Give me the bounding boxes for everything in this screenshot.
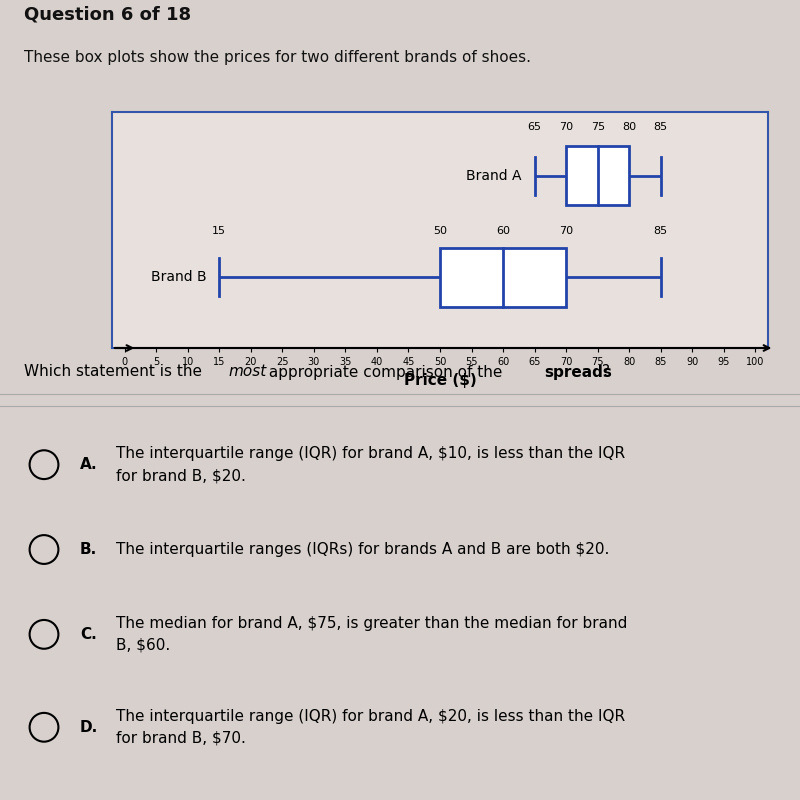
Bar — [566, 146, 630, 206]
Bar — [440, 248, 566, 306]
Text: D.: D. — [80, 720, 98, 734]
Text: for brand B, $20.: for brand B, $20. — [116, 468, 246, 483]
Text: for brand B, $70.: for brand B, $70. — [116, 731, 246, 746]
Text: spreads: spreads — [544, 365, 612, 379]
Text: most: most — [228, 365, 266, 379]
Text: Brand B: Brand B — [151, 270, 206, 284]
Text: appropriate comparison of the: appropriate comparison of the — [264, 365, 507, 379]
Text: The interquartile ranges (IQRs) for brands A and B are both $20.: The interquartile ranges (IQRs) for bran… — [116, 542, 610, 557]
Text: 70: 70 — [559, 122, 574, 132]
Text: 85: 85 — [654, 226, 668, 236]
Text: 70: 70 — [559, 226, 574, 236]
Text: The median for brand A, $75, is greater than the median for brand: The median for brand A, $75, is greater … — [116, 616, 627, 630]
Text: 15: 15 — [212, 226, 226, 236]
Text: The interquartile range (IQR) for brand A, $10, is less than the IQR: The interquartile range (IQR) for brand … — [116, 446, 625, 461]
Text: 85: 85 — [654, 122, 668, 132]
Text: 80: 80 — [622, 122, 636, 132]
Text: B, $60.: B, $60. — [116, 638, 170, 653]
Text: 60: 60 — [496, 226, 510, 236]
Text: B.: B. — [80, 542, 98, 557]
Text: A.: A. — [80, 457, 98, 472]
Text: Which statement is the: Which statement is the — [24, 365, 207, 379]
Text: Question 6 of 18: Question 6 of 18 — [24, 5, 191, 23]
Text: 75: 75 — [590, 122, 605, 132]
Text: The interquartile range (IQR) for brand A, $20, is less than the IQR: The interquartile range (IQR) for brand … — [116, 709, 625, 724]
Text: Brand A: Brand A — [466, 169, 522, 182]
Text: ?: ? — [602, 365, 610, 379]
Text: C.: C. — [80, 627, 97, 642]
Text: 50: 50 — [433, 226, 447, 236]
X-axis label: Price ($): Price ($) — [404, 373, 476, 387]
Text: 65: 65 — [528, 122, 542, 132]
Text: These box plots show the prices for two different brands of shoes.: These box plots show the prices for two … — [24, 50, 531, 65]
